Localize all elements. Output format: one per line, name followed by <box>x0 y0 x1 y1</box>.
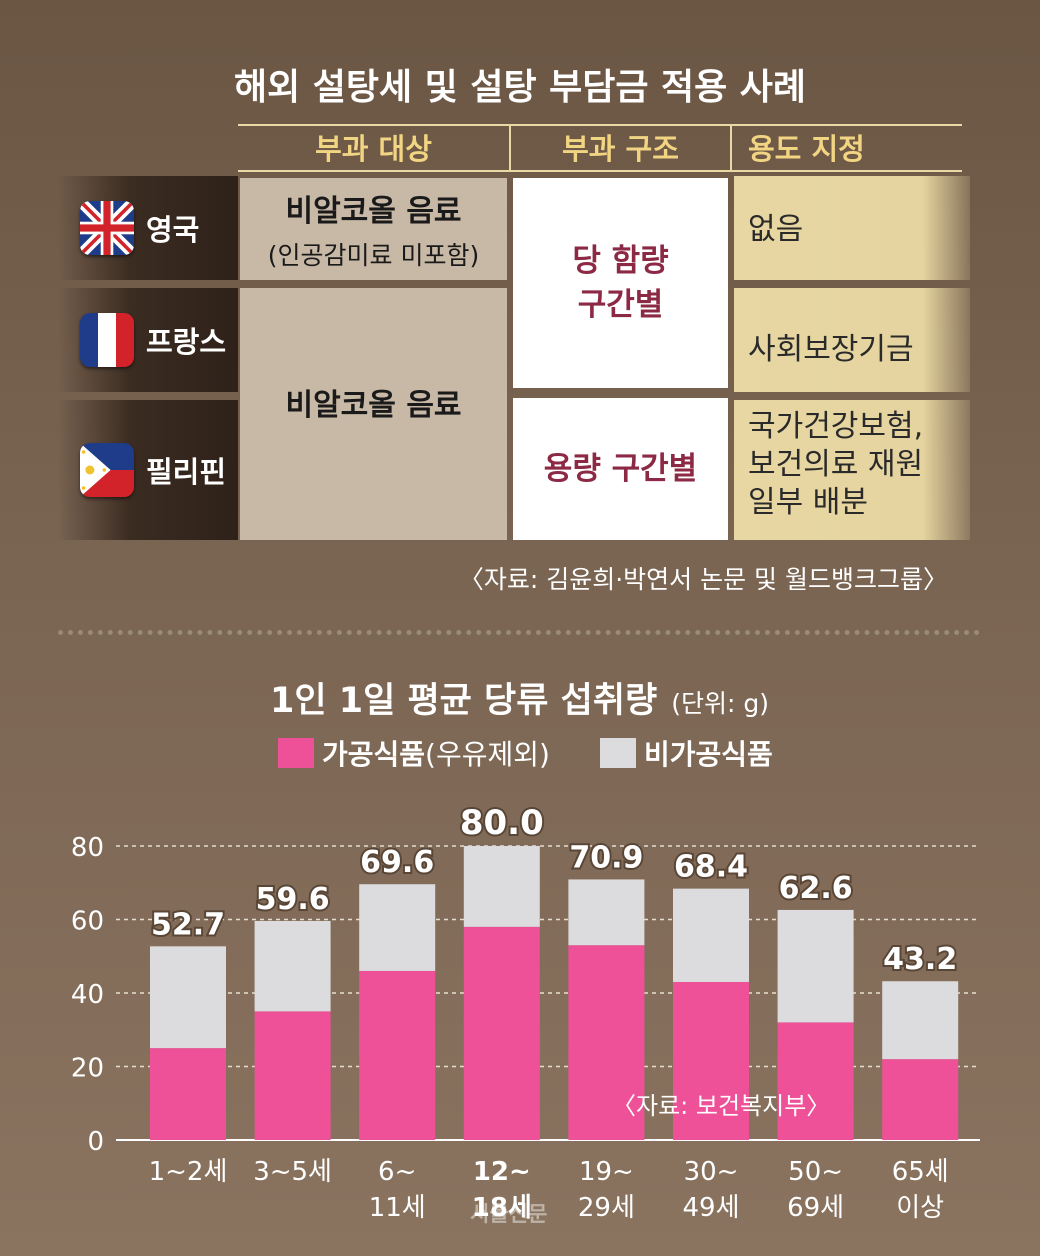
usage-cell-france: 사회보장기금 <box>734 288 970 392</box>
x-tick-label: 29세 <box>578 1193 635 1223</box>
x-tick-label: 이상 <box>896 1193 944 1223</box>
header-divider <box>509 124 511 172</box>
legend-unprocessed: 비가공식품 <box>600 736 773 771</box>
table-source: 〈자료: 김윤희·박연서 논문 및 월드뱅크그룹〉 <box>458 565 948 594</box>
country-name: 필리핀 <box>146 455 227 489</box>
chart-unit: (단위: g) <box>671 689 769 718</box>
header-top-line <box>238 124 962 126</box>
chart-source: 〈자료: 보건복지부〉 <box>612 1092 831 1120</box>
target-text: 비알코올 음료 <box>285 388 462 423</box>
structure-line: 당 함량 <box>572 243 669 279</box>
structure-text: 용량 구간별 <box>543 451 698 487</box>
bar-unprocessed <box>254 920 331 1012</box>
total-value-label: 70.9 <box>569 840 643 875</box>
total-value-label: 68.4 <box>674 850 748 885</box>
x-tick-label: 12~ <box>473 1157 531 1187</box>
usage-cell-philippines: 국가건강보험, 보건의료 재원 일부 배분 <box>734 400 970 540</box>
x-tick-label: 1~2세 <box>149 1157 228 1187</box>
bar-processed <box>359 970 436 1140</box>
bar-processed <box>673 981 749 1140</box>
legend-processed: 가공식품(우유제외) <box>278 733 550 773</box>
uk-flag-icon <box>80 201 134 255</box>
x-tick-label: 65세 <box>892 1157 949 1187</box>
x-tick-label: 50~ <box>788 1157 843 1187</box>
total-value-label: 52.7 <box>151 907 225 942</box>
usage-line: 일부 배분 <box>748 485 868 520</box>
legend-label-processed: 가공식품 <box>322 738 426 771</box>
total-value-label: 80.0 <box>460 803 544 843</box>
usage-line: 보건의료 재원 <box>748 447 924 482</box>
bar-unprocessed <box>359 884 436 971</box>
usage-text: 없음 <box>748 212 804 247</box>
x-tick-label: 49세 <box>682 1193 739 1223</box>
country-row-philippines: 필리핀 <box>58 400 238 540</box>
stacked-bar-chart: 0 20 40 60 80 52.7 1~2세 59.6 3~5세 69.6 6~ 11세 80.0 12… <box>71 801 980 1223</box>
total-value-label: 43.2 <box>883 942 957 977</box>
bar-unprocessed <box>777 909 854 1023</box>
y-tick-label: 0 <box>87 1127 104 1157</box>
total-value-label: 62.6 <box>779 871 853 906</box>
country-name: 영국 <box>146 213 200 247</box>
legend-label: 가공식품(우유제외) <box>322 733 550 773</box>
header-divider <box>730 124 732 172</box>
x-tick-label: 69세 <box>787 1193 844 1223</box>
bar-unprocessed <box>150 946 226 1049</box>
total-value-label: 69.6 <box>360 845 434 880</box>
country-row-france: 프랑스 <box>58 288 238 392</box>
header-bottom-line <box>238 170 962 172</box>
x-tick-label: 30~ <box>684 1157 739 1187</box>
structure-cell-volume: 용량 구간별 <box>513 398 728 540</box>
bar-processed <box>463 926 540 1140</box>
bar-processed <box>254 1011 331 1140</box>
legend-swatch-unprocessed <box>600 738 636 768</box>
structure-cell-sugar: 당 함량 구간별 <box>513 178 728 388</box>
bar-unprocessed <box>673 888 749 982</box>
chart-title: 1인 1일 평균 당류 섭취량 (단위: g) <box>270 672 769 723</box>
usage-text: 사회보장기금 <box>748 332 914 367</box>
usage-cell-uk: 없음 <box>734 176 970 280</box>
y-tick-label: 80 <box>71 833 104 863</box>
country-row-uk: 영국 <box>58 176 238 280</box>
structure-line: 구간별 <box>577 287 664 323</box>
philippines-flag-icon <box>80 443 134 497</box>
table-title: 해외 설탕세 및 설탕 부담금 적용 사례 <box>234 67 806 108</box>
legend-swatch-processed <box>278 738 314 768</box>
x-tick-label: 19~ <box>579 1157 634 1187</box>
target-text: 비알코올 음료 <box>285 194 462 229</box>
column-header-usage: 용도 지정 <box>748 132 865 166</box>
legend-label-note: (우유제외) <box>425 738 550 771</box>
bar-unprocessed <box>463 846 540 927</box>
bar-processed <box>568 945 645 1140</box>
country-name: 프랑스 <box>146 325 227 359</box>
france-flag-icon <box>80 313 134 367</box>
chart-title-text: 1인 1일 평균 당류 섭취량 <box>270 681 658 721</box>
y-tick-label: 40 <box>71 980 104 1010</box>
total-value-label: 59.6 <box>256 882 330 917</box>
target-note: (인공감미료 미포함) <box>267 241 480 270</box>
column-header-target: 부과 대상 <box>315 132 432 166</box>
x-tick-label: 18세 <box>472 1193 532 1223</box>
bar-unprocessed <box>568 879 645 946</box>
usage-line: 국가건강보험, <box>748 409 924 444</box>
target-cell-shared: 비알코올 음료 <box>240 288 507 540</box>
y-tick-label: 20 <box>71 1054 104 1084</box>
y-tick-label: 60 <box>71 907 104 937</box>
watermark-logo: 서울신문 <box>470 1202 548 1226</box>
bar-unprocessed <box>882 981 959 1060</box>
x-tick-label: 3~5세 <box>253 1157 332 1187</box>
legend-label-unprocessed: 비가공식품 <box>644 738 773 771</box>
bar-processed <box>882 1059 959 1140</box>
target-cell-uk: 비알코올 음료 (인공감미료 미포함) <box>240 178 507 280</box>
bar-processed <box>777 1022 854 1140</box>
x-tick-label: 11세 <box>369 1193 426 1223</box>
x-tick-label: 6~ <box>378 1157 416 1187</box>
section-divider <box>58 630 980 635</box>
bar-processed <box>150 1048 226 1140</box>
column-header-structure: 부과 구조 <box>562 132 679 166</box>
